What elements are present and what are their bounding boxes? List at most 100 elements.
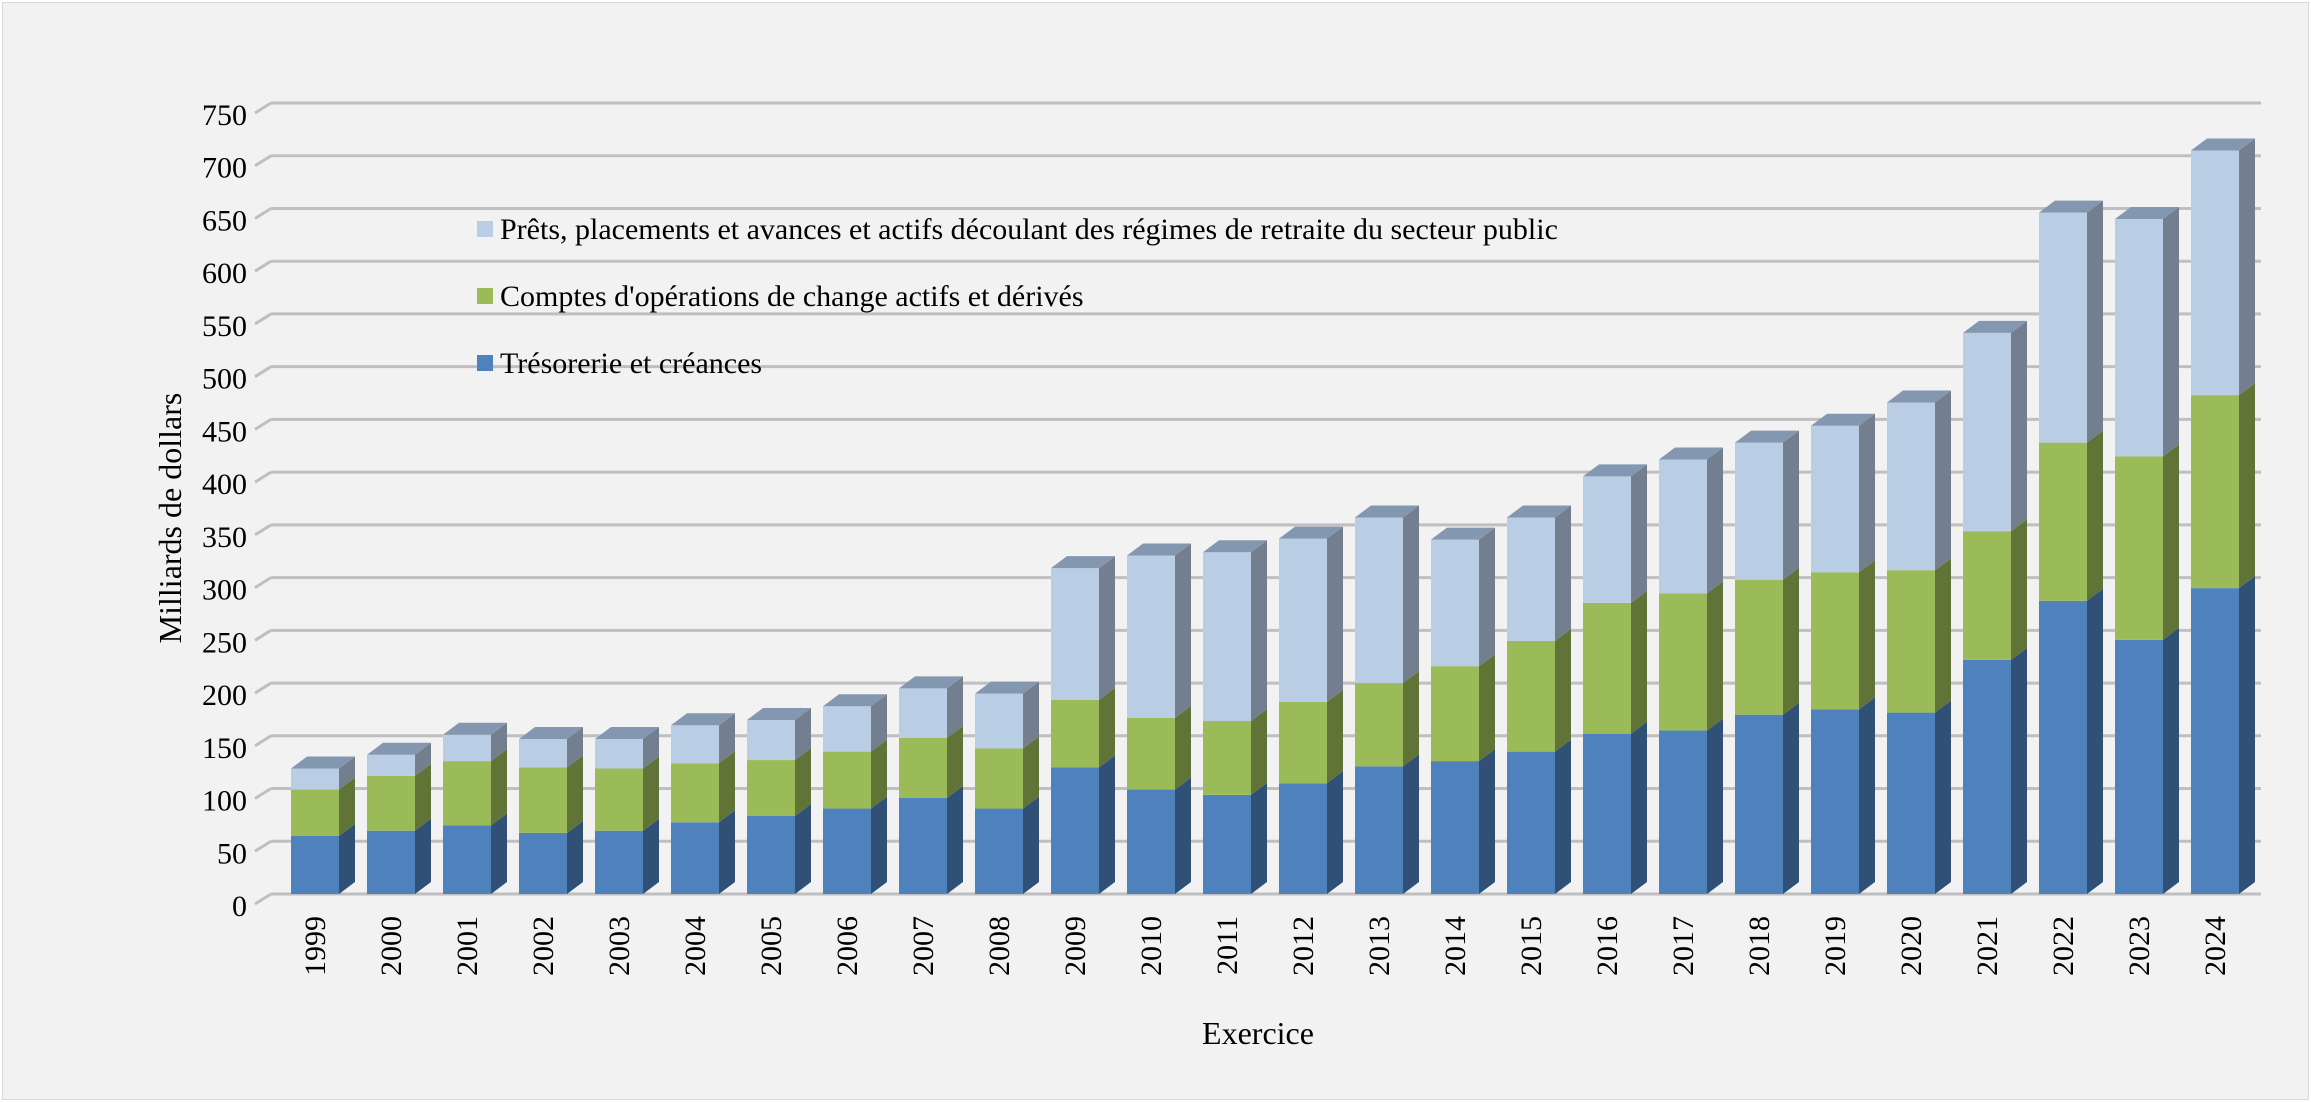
bar-segment — [899, 798, 947, 894]
gridline-depth — [254, 418, 272, 431]
bar-segment-side — [1631, 721, 1647, 894]
bar-segment — [1811, 425, 1859, 573]
gridline-depth — [254, 470, 272, 484]
bar-stack — [1279, 526, 1343, 894]
bar-segment-side — [2239, 576, 2255, 894]
bar-segment-side — [1859, 413, 1875, 573]
bar-top — [747, 707, 811, 720]
bar-segment-side — [1175, 543, 1191, 718]
bar-segment — [1431, 539, 1479, 667]
y-tick-label: 550 — [202, 310, 247, 343]
x-tick-label: 2021 — [1971, 916, 2004, 976]
bar-segment — [1583, 733, 1631, 894]
y-tick-label: 50 — [217, 837, 247, 870]
x-tick-label: 2005 — [755, 916, 788, 976]
bar-segment-side — [1479, 527, 1495, 667]
bar-segment-side — [567, 755, 583, 833]
bar-stack — [975, 681, 1039, 894]
bar-stack — [2191, 138, 2255, 894]
x-axis-tick-labels: 1999 2000 2001 2002 2003 2004 2005 2006 2007 2008… — [299, 916, 2232, 976]
stacked-bar-chart: 0 50 100 150 200 250 300 350 400 450 500 550 600 650 7… — [152, 99, 2261, 1051]
bar-segment-side — [947, 725, 963, 799]
bar-segment — [823, 751, 871, 809]
bar-segment-side — [415, 763, 431, 831]
bar-segment — [2115, 639, 2163, 894]
legend: Prêts, placements et avances et actifs d… — [477, 213, 1558, 380]
bar-segment-side — [1631, 464, 1647, 603]
bar-segment-side — [491, 749, 507, 826]
bar-segment-side — [2087, 430, 2103, 601]
bar-segment-side — [2239, 138, 2255, 396]
bar-segment — [1127, 789, 1175, 894]
bar-segment — [1203, 552, 1251, 722]
bar-segment — [1431, 761, 1479, 894]
x-tick-label: 2003 — [603, 916, 636, 976]
y-axis-tick-labels: 0 50 100 150 200 250 300 350 400 450 500 550 600 650 7… — [202, 99, 247, 923]
bar-segment — [1355, 766, 1403, 894]
bar-segment — [1659, 593, 1707, 731]
bar-segment-side — [2163, 207, 2179, 457]
bar-top — [1355, 505, 1419, 518]
bar-segment — [1583, 476, 1631, 603]
bar-segment — [2191, 588, 2239, 894]
bar-segment-side — [2011, 320, 2027, 532]
bar-top — [2039, 200, 2103, 213]
bar-segment-side — [1023, 796, 1039, 894]
bar-segment-side — [1783, 567, 1799, 715]
bar-segment-side — [871, 694, 887, 752]
bar-top — [1203, 540, 1267, 553]
bar-segment — [519, 767, 567, 833]
legend-swatch — [477, 355, 493, 371]
bar-stack — [899, 676, 963, 894]
x-tick-label: 2022 — [2047, 916, 2080, 976]
bar-segment — [1887, 402, 1935, 571]
bar-stack — [1887, 390, 1951, 894]
bar-segment — [1203, 721, 1251, 795]
bar-segment — [595, 768, 643, 831]
bar-segment — [671, 763, 719, 823]
bar-segment — [671, 725, 719, 764]
bar-segment — [1811, 709, 1859, 894]
bar-stack — [443, 722, 507, 894]
legend-swatch — [477, 288, 493, 304]
gridline-depth — [254, 312, 272, 326]
bar-segment-side — [339, 777, 355, 836]
gridline-depth — [254, 787, 272, 800]
bar-segment — [2039, 600, 2087, 894]
bar-segment — [1127, 555, 1175, 718]
bar-segment — [823, 808, 871, 894]
bar-segment-side — [2011, 519, 2027, 660]
bar-segment — [1659, 730, 1707, 894]
bar-segment — [975, 748, 1023, 809]
bar-segment — [899, 688, 947, 738]
x-tick-label: 2013 — [1363, 916, 1396, 976]
gridline-depth — [254, 101, 272, 115]
bar-stack — [367, 742, 431, 894]
bar-segment-side — [1327, 690, 1343, 784]
bar-segment-side — [1479, 654, 1495, 762]
bar-top — [1735, 430, 1799, 443]
bar-segment — [1507, 517, 1555, 641]
bar-segment-side — [1175, 705, 1191, 790]
bar-segment — [747, 719, 795, 761]
bar-segment — [1127, 717, 1175, 790]
bar-segment-side — [339, 756, 355, 790]
bar-stack — [2039, 200, 2103, 894]
bar-top — [367, 742, 431, 755]
bar-segment-side — [719, 713, 735, 764]
bar-segment-side — [871, 796, 887, 894]
bar-segment-side — [1099, 687, 1115, 768]
gridline-depth — [254, 839, 272, 853]
bar-segment — [1735, 579, 1783, 715]
bar-top — [1583, 464, 1647, 477]
bar-stack — [2115, 207, 2179, 894]
bar-segment-side — [795, 707, 811, 761]
bar-segment-side — [1935, 390, 1951, 571]
bar-segment-side — [947, 786, 963, 894]
bar-segment — [1279, 538, 1327, 703]
bar-top — [899, 676, 963, 689]
bar-stack — [1127, 543, 1191, 894]
bar-segment — [1051, 568, 1099, 700]
bar-segment-side — [2163, 627, 2179, 894]
bar-segment-side — [1859, 697, 1875, 894]
